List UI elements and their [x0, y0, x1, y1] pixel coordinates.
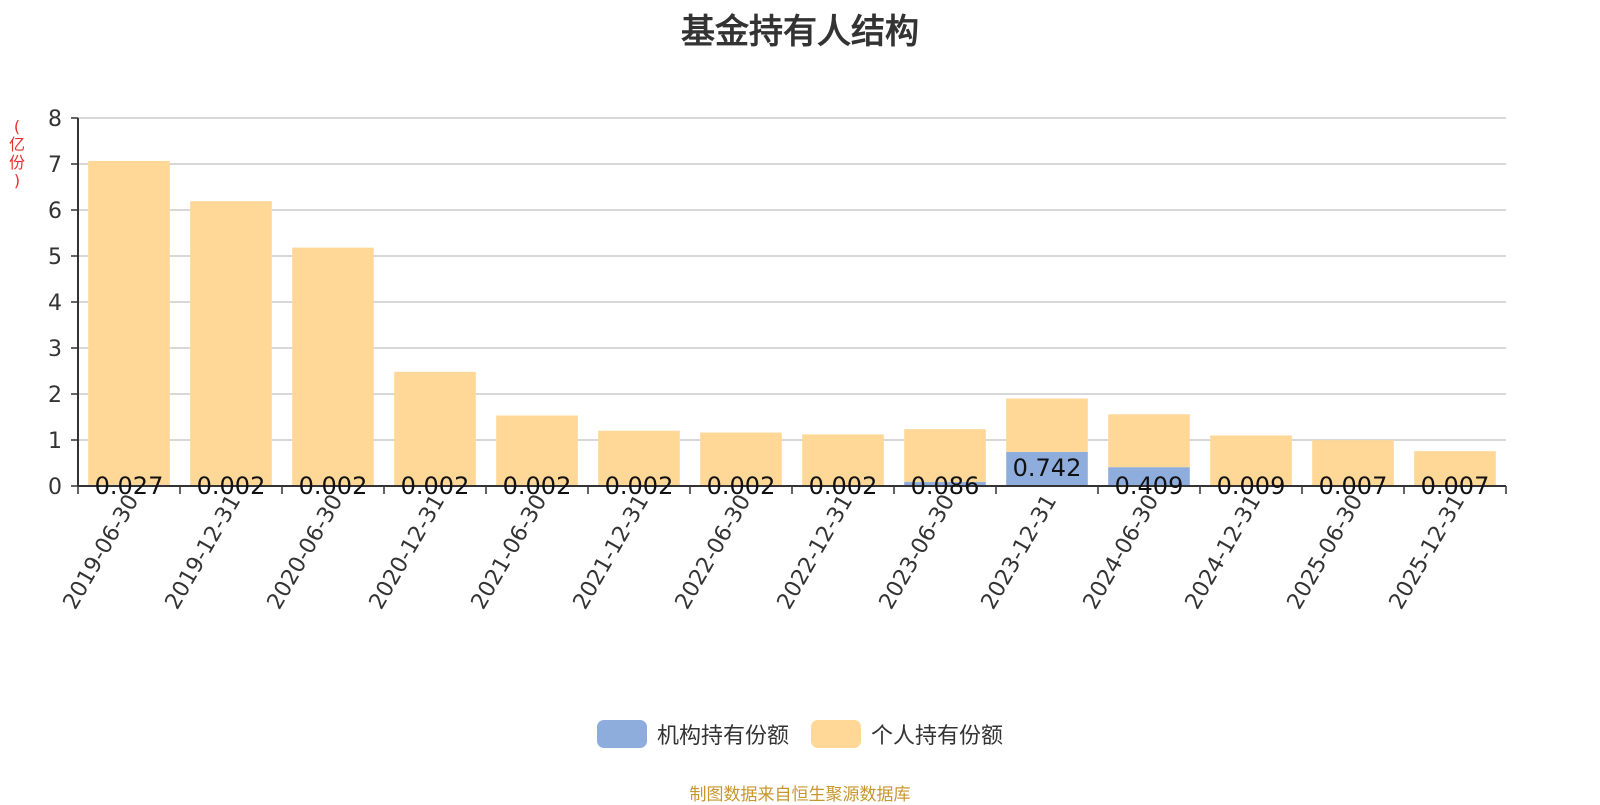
bar-individual — [190, 201, 272, 486]
data-label-institution: 0.002 — [503, 472, 572, 500]
bar-individual — [394, 372, 476, 486]
x-tick-label: 2022-06-30 — [671, 491, 757, 614]
y-tick-label: 0 — [48, 475, 62, 500]
x-tick-label: 2022-12-31 — [773, 491, 859, 614]
legend-swatch-institution — [597, 720, 647, 748]
y-tick-label: 4 — [48, 291, 62, 316]
bar-individual — [292, 248, 374, 486]
legend-swatch-individual — [811, 720, 861, 748]
y-tick-label: 5 — [48, 245, 62, 270]
legend-item-individual[interactable]: 个人持有份额 — [811, 718, 1003, 750]
data-label-institution: 0.002 — [299, 472, 368, 500]
data-label-institution: 0.002 — [401, 472, 470, 500]
x-tick-label: 2020-06-30 — [263, 491, 349, 614]
x-tick-label: 2025-06-30 — [1283, 491, 1369, 614]
x-tick-label: 2019-06-30 — [59, 491, 145, 614]
legend-label-individual: 个人持有份额 — [871, 718, 1003, 750]
legend: 机构持有份额 个人持有份额 — [0, 718, 1600, 750]
bar-individual — [88, 161, 170, 485]
data-label-institution: 0.027 — [95, 472, 164, 500]
data-label-institution: 0.086 — [911, 472, 980, 500]
data-label-institution: 0.002 — [707, 472, 776, 500]
x-tick-label: 2024-06-30 — [1079, 491, 1165, 614]
x-tick-label: 2020-12-31 — [365, 491, 451, 614]
x-tick-label: 2024-12-31 — [1181, 491, 1267, 614]
y-tick-label: 7 — [48, 153, 62, 178]
bar-individual — [1108, 414, 1190, 467]
legend-label-institution: 机构持有份额 — [657, 718, 789, 750]
source-note: 制图数据来自恒生聚源数据库 — [0, 780, 1600, 805]
data-label-institution: 0.742 — [1013, 454, 1082, 482]
x-tick-label: 2025-12-31 — [1385, 491, 1471, 614]
x-tick-label: 2019-12-31 — [161, 491, 247, 614]
data-label-institution: 0.009 — [1217, 472, 1286, 500]
data-label-institution: 0.002 — [605, 472, 674, 500]
x-tick-label: 2023-12-31 — [977, 491, 1063, 614]
y-tick-label: 1 — [48, 429, 62, 454]
x-tick-label: 2021-06-30 — [467, 491, 553, 614]
x-tick-label: 2021-12-31 — [569, 491, 655, 614]
data-label-institution: 0.002 — [809, 472, 878, 500]
y-tick-label: 6 — [48, 199, 62, 224]
data-label-institution: 0.007 — [1421, 472, 1490, 500]
x-tick-label: 2023-06-30 — [875, 491, 961, 614]
y-tick-label: 2 — [48, 383, 62, 408]
data-label-institution: 0.007 — [1319, 472, 1388, 500]
y-tick-label: 3 — [48, 337, 62, 362]
bar-individual — [1006, 399, 1088, 452]
data-label-institution: 0.002 — [197, 472, 266, 500]
y-tick-label: 8 — [48, 107, 62, 132]
legend-item-institution[interactable]: 机构持有份额 — [597, 718, 789, 750]
data-label-institution: 0.409 — [1115, 472, 1184, 500]
